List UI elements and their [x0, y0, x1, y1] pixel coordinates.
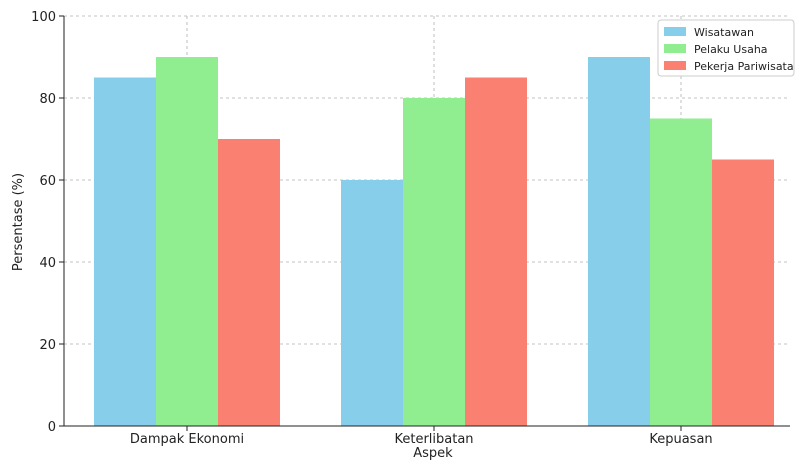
legend-swatch — [664, 61, 686, 70]
y-tick-label: 60 — [39, 174, 56, 189]
legend-box — [657, 19, 795, 77]
legend-label: Pekerja Pariwisata — [694, 60, 794, 73]
legend-swatch — [664, 27, 686, 36]
legend-label: Wisatawan — [694, 26, 754, 39]
bar-wisatawan-0 — [94, 77, 156, 426]
legend-label: Pelaku Usaha — [694, 43, 768, 56]
legend: Wisatawan Pelaku Usaha Pekerja Pariwisata — [657, 19, 795, 77]
x-tick-label: Dampak Ekonomi — [130, 432, 244, 447]
y-tick-label: 100 — [31, 10, 56, 25]
x-tick-label: Kepuasan — [649, 432, 712, 447]
y-tick-label: 0 — [48, 420, 56, 435]
bars — [94, 57, 774, 426]
y-axis-label: Persentase (%) — [11, 173, 26, 271]
bar-pelaku-usaha-2 — [650, 118, 712, 426]
bar-wisatawan-1 — [341, 180, 403, 426]
tick-labels: 0 20 40 60 80 100 Dampak Ekonomi Keterlibatan Ke… — [31, 10, 712, 447]
y-tick-label: 80 — [39, 92, 56, 107]
y-tick-label: 40 — [39, 256, 56, 271]
bar-pekerja-pariwisata-2 — [712, 159, 774, 426]
bar-pekerja-pariwisata-1 — [465, 77, 527, 426]
x-tick-label: Keterlibatan — [394, 432, 473, 447]
bar-pelaku-usaha-1 — [403, 98, 465, 426]
x-axis-label: Aspek — [413, 446, 453, 461]
bar-pelaku-usaha-0 — [156, 57, 218, 426]
y-tick-label: 20 — [39, 338, 56, 353]
bar-pekerja-pariwisata-0 — [218, 139, 280, 426]
bar-wisatawan-2 — [588, 57, 650, 426]
legend-swatch — [664, 44, 686, 53]
axes — [59, 15, 790, 431]
